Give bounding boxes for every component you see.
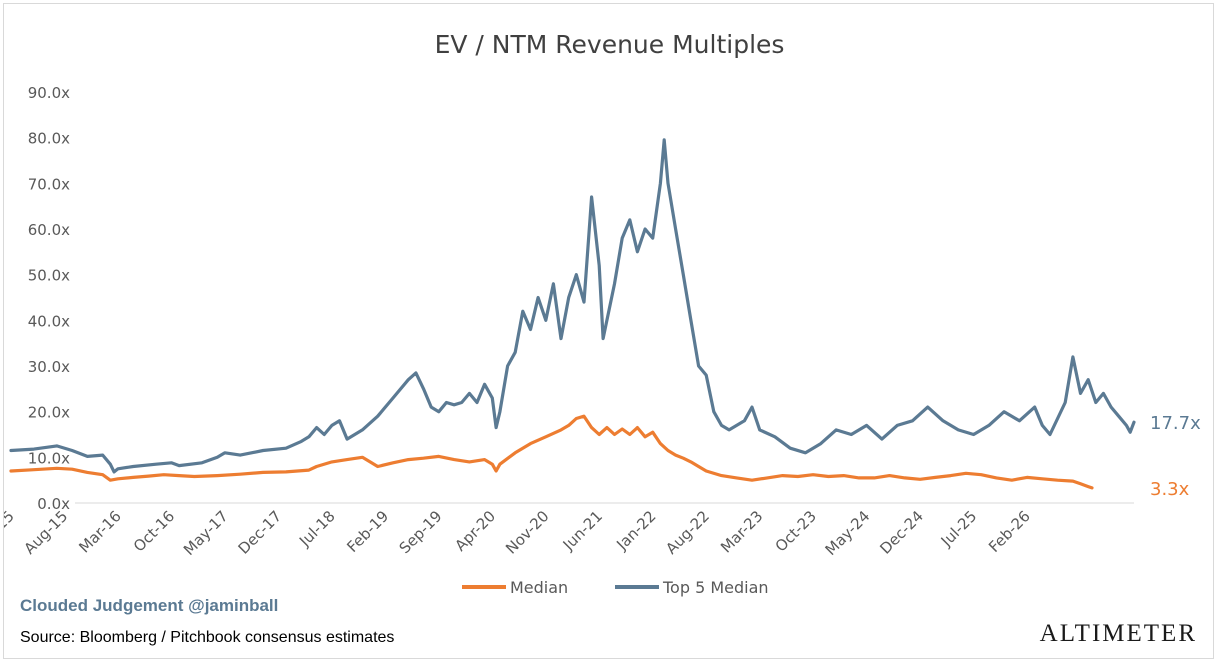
x-tick-label: Nov-20 [502,507,552,557]
y-tick-label: 60.0x [28,221,70,239]
y-tick-label: 50.0x [28,267,70,285]
x-tick-label: Jan-22 [612,507,659,554]
x-tick-label: Aug-15 [21,507,72,558]
end-label-top5-median: 17.7x [1150,413,1201,434]
legend-label-median: Median [510,578,568,597]
series-line-median [9,414,1094,490]
y-tick-label: 10.0x [28,449,70,467]
y-tick-label: 70.0x [28,175,70,193]
x-tick-label: Apr-20 [451,507,499,555]
x-tick-label: Jul-18 [295,507,339,551]
y-tick-label: 80.0x [28,130,70,148]
y-tick-label: 90.0x [28,84,70,102]
x-tick-label: Sep-19 [396,507,446,557]
chart-frame: EV / NTM Revenue Multiples 0.0x 10.0x 20.0… [3,3,1214,659]
x-tick-label: Oct-16 [130,507,178,555]
chart-title: EV / NTM Revenue Multiples [434,30,785,59]
x-tick-label: Feb-19 [343,507,392,556]
x-tick-label: Jun-21 [559,507,606,554]
x-tick-label: Dec-24 [876,507,927,558]
source-note: Source: Bloomberg / Pitchbook consensus … [20,629,395,646]
x-tick-label: Mar-23 [717,507,766,556]
y-tick-label: 40.0x [28,312,70,330]
series-line-top5-median [9,138,1136,474]
x-tick-label: Jan-15 [4,507,18,554]
x-tick-label: Dec-17 [235,507,286,558]
x-tick-label: Jul-25 [937,507,981,551]
y-tick-label: 30.0x [28,358,70,376]
x-tick-label: May-17 [180,507,232,559]
y-tick-label: 0.0x [37,495,70,513]
x-tick-label: Aug-22 [662,507,713,558]
y-tick-label: 20.0x [28,404,70,422]
x-tick-label: Feb-26 [985,507,1034,556]
x-tick-label: Mar-16 [75,507,124,556]
end-label-median: 3.3x [1150,479,1190,500]
author-handle: Clouded Judgement @jaminball [20,596,279,615]
x-tick-label: May-24 [822,507,874,559]
brand-logo: ALTIMETER [1039,620,1197,647]
chart-plot: 0.0x 10.0x 20.0x 30.0x 40.0x 50.0x 60.0x 70.0x 8… [4,84,1201,597]
legend-label-top5-median: Top 5 Median [662,578,769,597]
x-tick-label: Oct-23 [772,507,820,555]
